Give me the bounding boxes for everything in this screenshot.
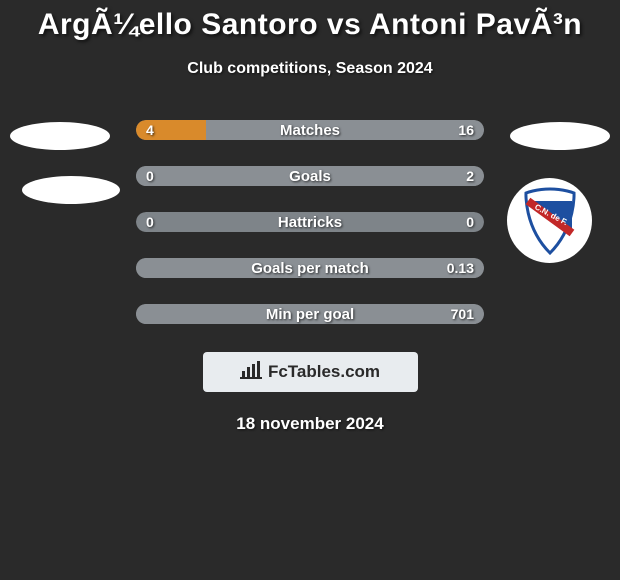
brand-badge: FcTables.com [203, 352, 418, 392]
stat-row: 701Min per goal [136, 304, 484, 324]
brand-text: FcTables.com [268, 362, 380, 382]
stat-row: 416Matches [136, 120, 484, 140]
stat-label: Min per goal [136, 304, 484, 324]
page-title: ArgÃ¼ello Santoro vs Antoni PavÃ³n [0, 8, 620, 42]
subtitle: Club competitions, Season 2024 [0, 60, 620, 78]
stat-label: Goals per match [136, 258, 484, 278]
player-right-shape-1 [510, 122, 610, 150]
player-left-shape-1 [10, 122, 110, 150]
footer-date: 18 november 2024 [0, 414, 620, 434]
stat-row: 0.13Goals per match [136, 258, 484, 278]
chart-icon [240, 361, 262, 384]
shield-icon: C.N. de F. [520, 187, 580, 255]
club-badge: C.N. de F. [507, 178, 592, 263]
stat-label: Matches [136, 120, 484, 140]
stat-row: 02Goals [136, 166, 484, 186]
player-left-shape-2 [22, 176, 120, 204]
stat-label: Goals [136, 166, 484, 186]
stat-label: Hattricks [136, 212, 484, 232]
stat-row: 00Hattricks [136, 212, 484, 232]
